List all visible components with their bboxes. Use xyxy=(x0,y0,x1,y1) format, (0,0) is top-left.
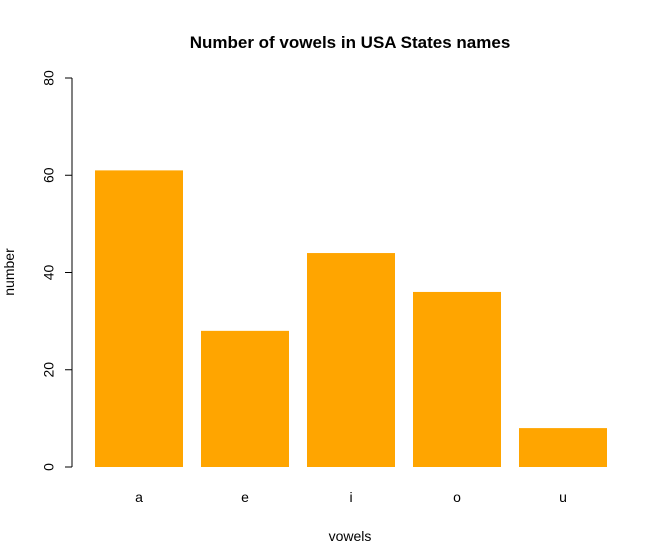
x-tick-label-o: o xyxy=(453,489,461,505)
x-tick-label-i: i xyxy=(349,489,352,505)
y-tick-label-20: 20 xyxy=(41,362,57,378)
bar-e xyxy=(201,330,289,467)
x-tick-label-e: e xyxy=(241,489,249,505)
chart-title: Number of vowels in USA States names xyxy=(190,33,511,52)
x-tick-label-u: u xyxy=(559,489,567,505)
x-tick-label-a: a xyxy=(135,489,143,505)
bar-o xyxy=(413,291,501,467)
x-axis-label: vowels xyxy=(329,528,372,544)
y-tick-label-40: 40 xyxy=(41,265,57,281)
y-axis-label: number xyxy=(1,248,17,296)
y-tick-label-0: 0 xyxy=(41,463,57,471)
bars-group xyxy=(95,170,607,467)
y-tick-label-80: 80 xyxy=(41,70,57,86)
y-tick-label-60: 60 xyxy=(41,167,57,183)
bar-a xyxy=(95,170,183,467)
y-axis: 0 20 40 60 80 xyxy=(41,70,73,471)
bar-i xyxy=(307,253,395,467)
bar-u xyxy=(519,428,607,467)
